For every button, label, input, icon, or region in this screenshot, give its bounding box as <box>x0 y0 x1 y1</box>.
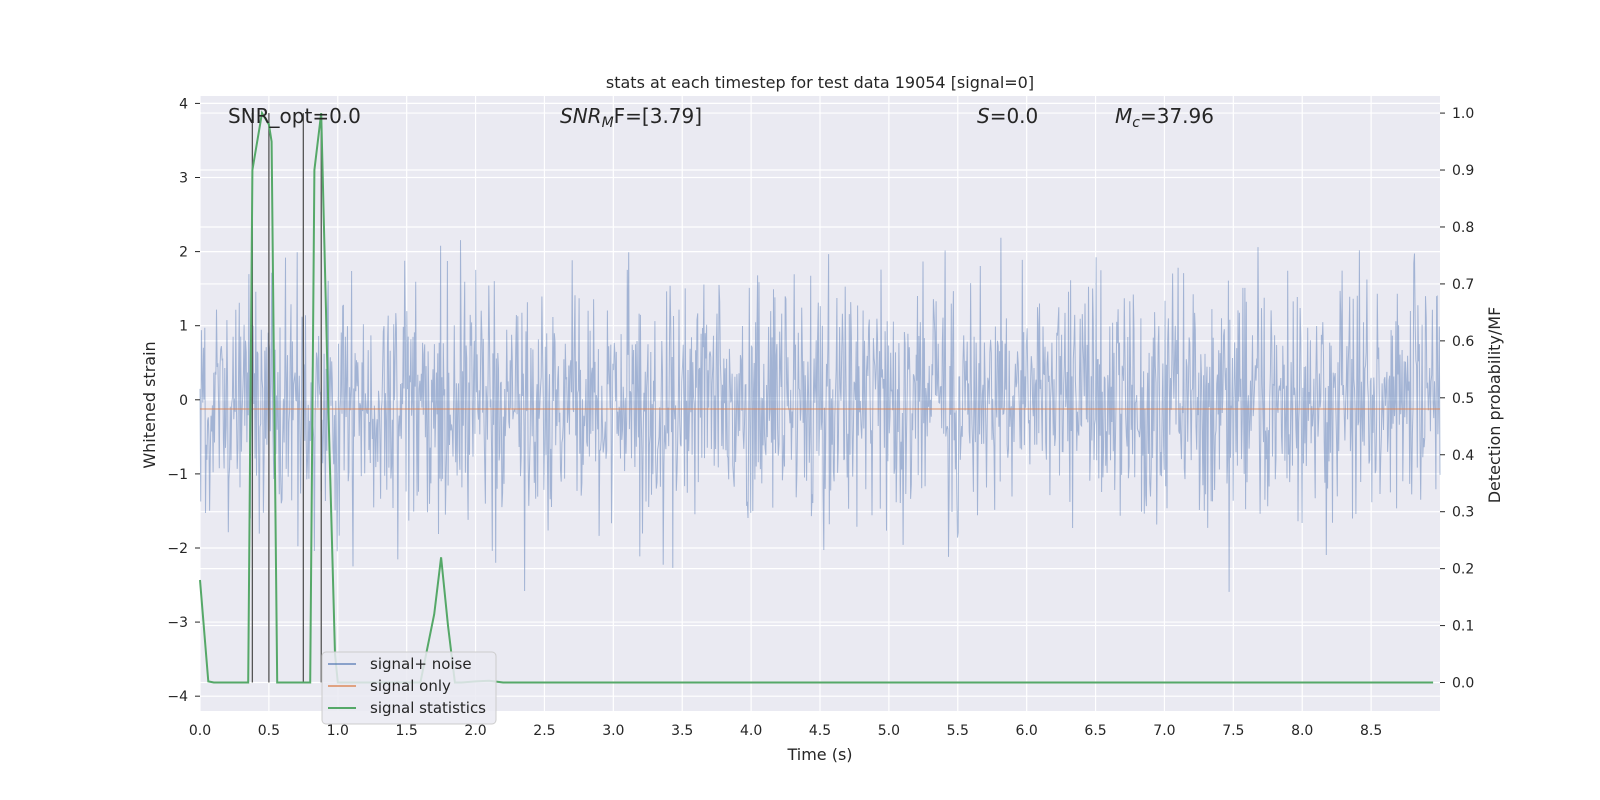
legend: signal+ noise signal only signal statist… <box>321 651 497 725</box>
x-tick-label: 6.5 <box>1084 723 1106 739</box>
grid <box>199 96 1440 711</box>
x-tick-labels: 0.0 0.5 1.0 1.5 2.0 2.5 3.0 3.5 4.0 4.5 5.0 5.5 6.0 6… <box>189 723 1382 739</box>
y2-tick-label: 0.1 <box>1452 619 1474 635</box>
s-var: S <box>977 104 990 128</box>
s-rest: =0.0 <box>990 104 1039 128</box>
y-tick-label: −1 <box>167 467 188 483</box>
y-tick-label: 1 <box>179 319 188 335</box>
y2-tick-label: 0.0 <box>1452 676 1474 692</box>
x-tick-label: 8.0 <box>1291 723 1313 739</box>
y-axis-label: Whitened strain <box>140 341 159 468</box>
y2-tick-label: 0.4 <box>1452 448 1474 464</box>
annotation-mc: Mc=37.96 <box>1115 104 1214 131</box>
mc-rest: =37.96 <box>1140 104 1214 128</box>
legend-label-stats: signal statistics <box>370 699 486 717</box>
x-tick-label: 7.5 <box>1222 723 1244 739</box>
y2-tick-label: 0.5 <box>1452 391 1474 407</box>
legend-box <box>321 651 497 725</box>
y-tick-labels: −4 −3 −2 −1 0 1 2 3 4 <box>167 96 200 705</box>
y-tick-label: −2 <box>167 541 188 557</box>
x-tick-label: 5.0 <box>878 723 900 739</box>
snr-mf-sub: M <box>602 115 614 131</box>
x-tick-label: 2.5 <box>533 723 555 739</box>
annotation-snr-mf: SNRMF=[3.79] <box>560 104 702 131</box>
x-tick-label: 0.5 <box>258 723 280 739</box>
x-tick-label: 0.0 <box>189 723 211 739</box>
annotation-snr-opt: SNR_opt=0.0 <box>228 104 361 128</box>
legend-label-signal: signal only <box>370 677 451 695</box>
annotation-s: S=0.0 <box>977 104 1038 128</box>
y2-tick-label: 0.9 <box>1452 163 1474 179</box>
x-tick-label: 1.0 <box>327 723 349 739</box>
y2-tick-label: 0.2 <box>1452 562 1474 578</box>
y-tick-label: 4 <box>179 96 188 112</box>
x-tick-label: 8.5 <box>1360 723 1382 739</box>
snr-mf-var: SNR <box>560 104 602 128</box>
chart-title: stats at each timestep for test data 190… <box>606 73 1034 92</box>
x-tick-label: 3.0 <box>602 723 624 739</box>
y-tick-label: 2 <box>179 245 188 261</box>
y2-tick-label: 0.8 <box>1452 220 1474 236</box>
y-tick-label: −4 <box>167 689 188 705</box>
y-tick-label: 0 <box>179 393 188 409</box>
y2-tick-label: 0.3 <box>1452 505 1474 521</box>
x-axis-label: Time (s) <box>786 745 852 764</box>
x-tick-label: 7.0 <box>1153 723 1175 739</box>
x-tick-label: 1.5 <box>396 723 418 739</box>
y2-tick-label: 0.6 <box>1452 334 1474 350</box>
signal-plus-noise-series <box>199 237 1441 592</box>
legend-label-noise: signal+ noise <box>370 655 472 673</box>
mc-sub: c <box>1132 115 1140 131</box>
mc-var: M <box>1115 104 1132 128</box>
x-tick-label: 6.0 <box>1016 723 1038 739</box>
x-tick-label: 5.5 <box>947 723 969 739</box>
y2-tick-label: 0.7 <box>1452 277 1474 293</box>
y-tick-label: 3 <box>179 171 188 187</box>
y2-axis-label: Detection probability/MF <box>1485 307 1504 504</box>
y2-tick-labels: 0.0 0.1 0.2 0.3 0.4 0.5 0.6 0.7 0.8 0.9 1.0 <box>1440 106 1474 692</box>
signal-plus-noise-line <box>199 237 1441 592</box>
x-tick-label: 4.5 <box>809 723 831 739</box>
x-tick-label: 2.0 <box>464 723 486 739</box>
y-tick-label: −3 <box>167 615 188 631</box>
snr-mf-rest: F=[3.79] <box>614 104 702 128</box>
x-tick-label: 3.5 <box>671 723 693 739</box>
y2-tick-label: 1.0 <box>1452 106 1474 122</box>
x-tick-label: 4.0 <box>740 723 762 739</box>
